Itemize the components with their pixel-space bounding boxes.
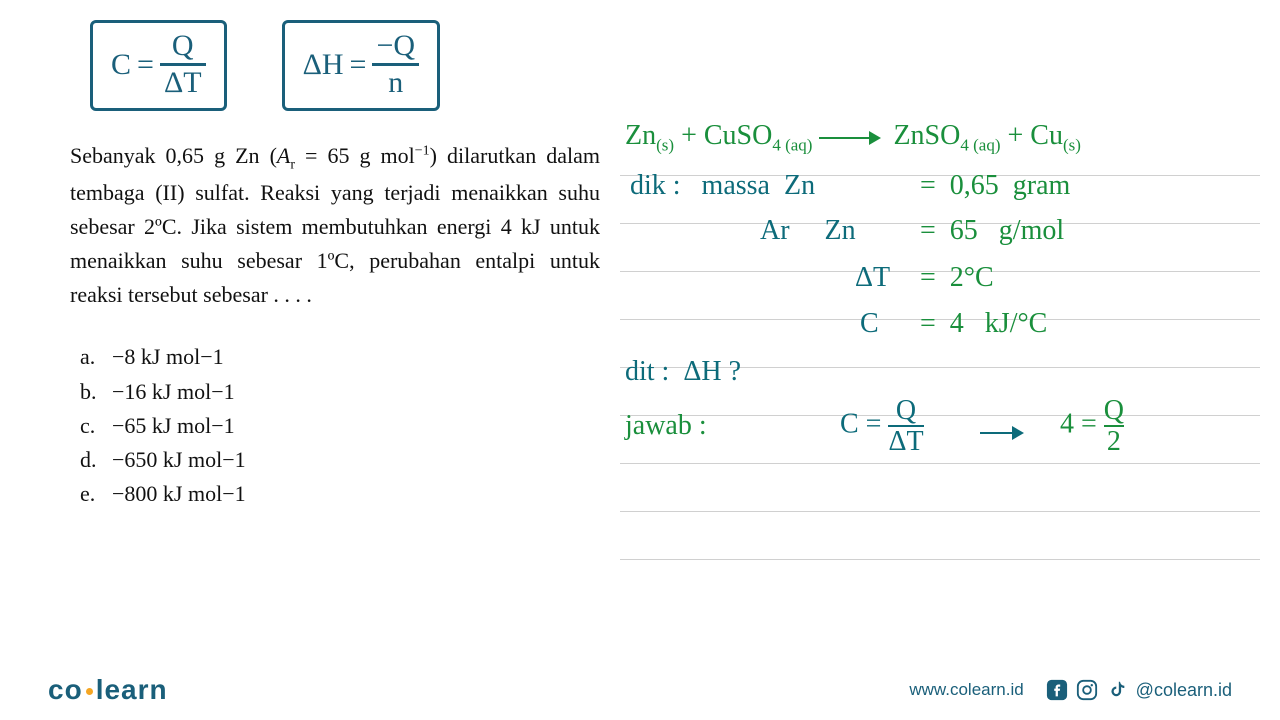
instagram-icon [1076, 679, 1098, 701]
handwritten-line: = 4 kJ/°C [920, 308, 1047, 340]
handwritten-line: C [860, 308, 879, 340]
option-text: −65 kJ mol−1 [112, 409, 235, 443]
formula-box-c: C = Q ΔT [90, 20, 227, 111]
handwritten-line: Zn(s) + CuSO4 (aq) ZnSO4 (aq) + Cu(s) [625, 120, 1081, 156]
tiktok-icon [1106, 679, 1128, 701]
handwritten-line: C = QΔT [840, 398, 924, 454]
equals-sign: = [350, 48, 367, 82]
logo-text-right: learn [96, 674, 168, 705]
footer-right: www.colearn.id @colearn.id [909, 679, 1232, 701]
printed-content: C = Q ΔT ΔH = −Q n Sebanyak 0,65 g Zn (A… [70, 20, 600, 511]
answer-options: a.−8 kJ mol−1b.−16 kJ mol−1c.−65 kJ mol−… [80, 340, 600, 510]
option-text: −800 kJ mol−1 [112, 477, 246, 511]
fraction: Q ΔT [160, 31, 206, 98]
option-row: b.−16 kJ mol−1 [80, 375, 600, 409]
option-row: a.−8 kJ mol−1 [80, 340, 600, 374]
social-icons: @colearn.id [1046, 679, 1232, 701]
option-label: c. [80, 409, 112, 443]
option-row: d.−650 kJ mol−1 [80, 443, 600, 477]
handwritten-line: ΔT [855, 262, 890, 294]
facebook-icon [1046, 679, 1068, 701]
logo-text-left: co [48, 674, 83, 705]
handwritten-line: dit : ΔH ? [625, 356, 741, 388]
footer: colearn www.colearn.id @colearn.id [0, 660, 1280, 720]
handwritten-line: 4 = Q2 [1060, 398, 1124, 454]
formula-box-dh: ΔH = −Q n [282, 20, 440, 111]
colearn-logo: colearn [48, 674, 168, 706]
page: C = Q ΔT ΔH = −Q n Sebanyak 0,65 g Zn (A… [0, 0, 1280, 720]
handwritten-line [980, 415, 1022, 447]
equals-sign: = [137, 48, 154, 82]
handwritten-line: = 2°C [920, 262, 994, 294]
handwritten-line: jawab : [625, 410, 707, 442]
formula-boxes: C = Q ΔT ΔH = −Q n [90, 20, 600, 111]
handwritten-line: = 65 g/mol [920, 215, 1064, 247]
option-text: −650 kJ mol−1 [112, 443, 246, 477]
numerator: −Q [372, 31, 419, 63]
formula-lhs: C [111, 48, 131, 82]
logo-dot-icon [86, 688, 93, 695]
denominator: n [384, 66, 407, 98]
denominator: ΔT [160, 66, 206, 98]
option-text: −16 kJ mol−1 [112, 375, 235, 409]
option-label: b. [80, 375, 112, 409]
formula-lhs: ΔH [303, 48, 344, 82]
option-text: −8 kJ mol−1 [112, 340, 224, 374]
footer-url: www.colearn.id [909, 680, 1023, 700]
footer-handle: @colearn.id [1136, 680, 1232, 701]
handwritten-line: dik : massa Zn [630, 170, 815, 202]
option-row: e.−800 kJ mol−1 [80, 477, 600, 511]
numerator: Q [168, 31, 198, 63]
handwritten-line: Ar Zn [760, 215, 856, 247]
question-text: Sebanyak 0,65 g Zn (Ar = 65 g mol−1) dil… [70, 139, 600, 312]
option-row: c.−65 kJ mol−1 [80, 409, 600, 443]
option-label: e. [80, 477, 112, 511]
option-label: d. [80, 443, 112, 477]
fraction: −Q n [372, 31, 419, 98]
option-label: a. [80, 340, 112, 374]
handwritten-line: = 0,65 gram [920, 170, 1070, 202]
